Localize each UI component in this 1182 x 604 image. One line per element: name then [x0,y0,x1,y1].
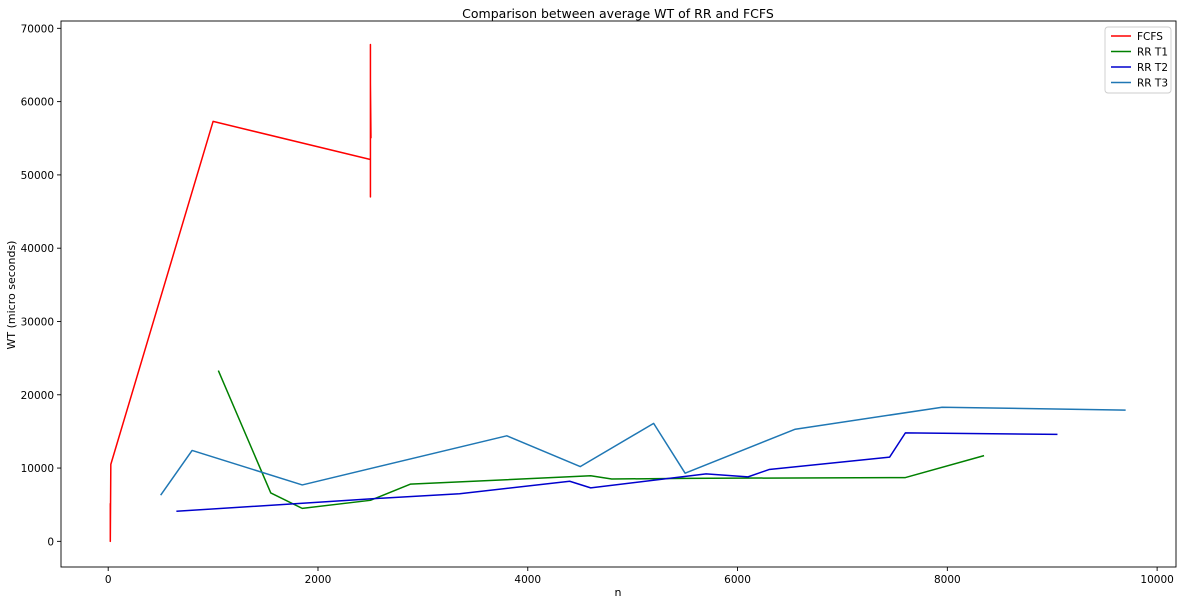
y-tick-label: 40000 [21,243,54,255]
y-tick-label: 0 [47,536,54,548]
x-axis-label: n [615,586,622,599]
y-axis-label: WT (micro seconds) [5,241,18,350]
series-line-fcfs [109,43,372,543]
legend: FCFS RR T1 RR T2 RR T3 [1104,26,1172,94]
legend-label: RR T3 [1137,78,1168,90]
axis-ticks: 0 2000 4000 6000 8000 10000 0 10000 20000 30000 40… [21,23,1174,586]
plot-area [60,20,1177,568]
x-tick-label: 6000 [724,574,751,586]
series-layer [109,43,1126,543]
series-line-rr-t3 [160,406,1126,496]
legend-label: RR T2 [1137,62,1168,74]
x-tick-label: 4000 [514,574,541,586]
series-line-rr-t2 [176,432,1058,513]
y-tick-label: 50000 [21,170,54,182]
x-tick-label: 8000 [934,574,961,586]
x-tick-label: 10000 [1140,574,1173,586]
legend-box [1104,26,1172,94]
series-line-rr-t1 [217,370,985,510]
chart-title: Comparison between average WT of RR and … [462,6,774,21]
y-tick-label: 20000 [21,390,54,402]
y-tick-label: 60000 [21,97,54,109]
x-tick-label: 2000 [305,574,332,586]
y-tick-label: 70000 [21,23,54,35]
legend-label: RR T1 [1137,47,1168,59]
y-tick-label: 10000 [21,463,54,475]
y-tick-label: 30000 [21,316,54,328]
legend-label: FCFS [1137,31,1163,43]
x-tick-label: 0 [105,574,112,586]
